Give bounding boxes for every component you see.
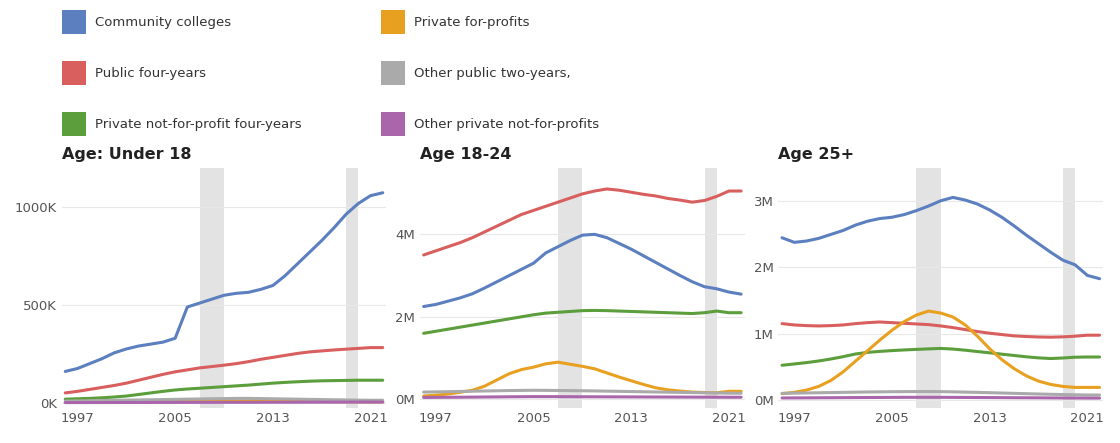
Text: Private for-profits: Private for-profits: [414, 16, 530, 29]
Bar: [704, 168, 717, 408]
Text: Age: Under 18: Age: Under 18: [62, 147, 192, 162]
Text: Age 25+: Age 25+: [778, 147, 855, 162]
Text: Other private not-for-profits: Other private not-for-profits: [414, 117, 599, 131]
Bar: [199, 168, 224, 408]
Text: Private not-for-profit four-years: Private not-for-profit four-years: [95, 117, 301, 131]
Bar: [916, 168, 941, 408]
Bar: [346, 168, 358, 408]
Text: Other public two-years,: Other public two-years,: [414, 66, 571, 80]
Text: Public four-years: Public four-years: [95, 66, 206, 80]
Bar: [1063, 168, 1075, 408]
Text: Community colleges: Community colleges: [95, 16, 232, 29]
Text: Age 18-24: Age 18-24: [420, 147, 512, 162]
Bar: [558, 168, 582, 408]
